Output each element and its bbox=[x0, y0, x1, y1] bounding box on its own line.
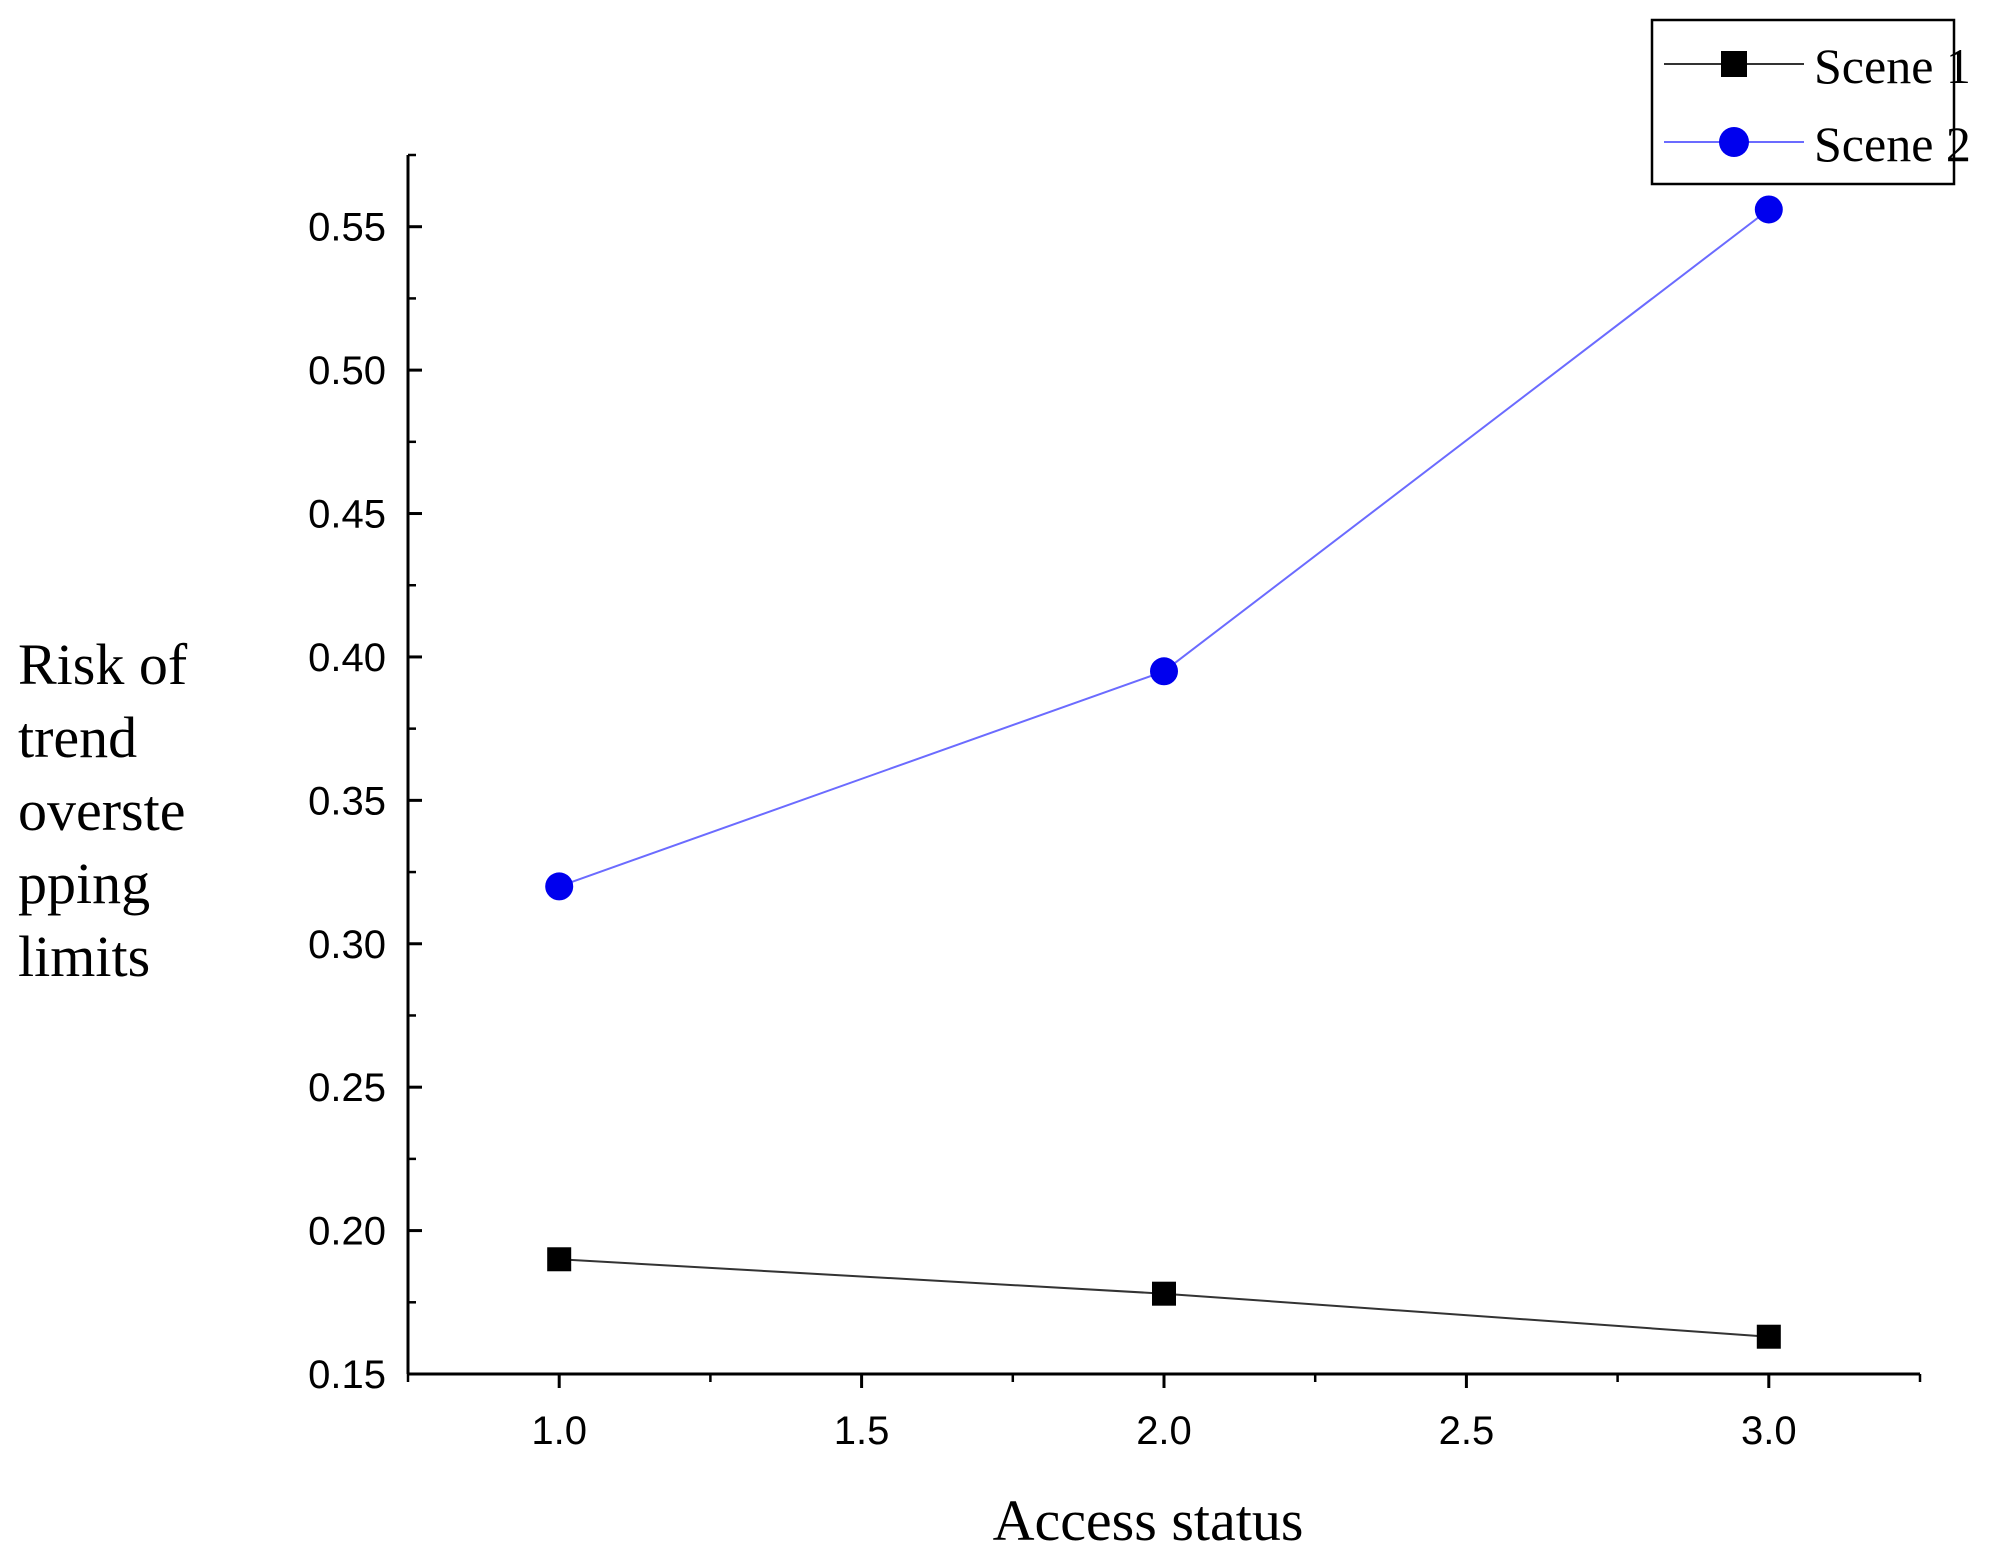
legend-label-scene-1: Scene 1 bbox=[1814, 38, 1971, 94]
y-tick-label: 0.15 bbox=[308, 1353, 386, 1397]
y-axis-title-line: pping bbox=[18, 851, 150, 916]
axes: 0.15 0.20 0.25 0.30 0.35 0.40 0.45 0.50 0.55 1.0… bbox=[308, 153, 1922, 1453]
y-axis-title-line: overste bbox=[18, 778, 186, 843]
data-point-scene-1 bbox=[1756, 1324, 1781, 1349]
y-axis-title: Risk of trend overste pping limits bbox=[18, 632, 188, 989]
x-axis-title: Access status bbox=[993, 1488, 1304, 1553]
data-point-scene-1 bbox=[1152, 1281, 1176, 1306]
series-scene-1 bbox=[547, 1247, 1781, 1349]
x-tick-label: 1.0 bbox=[531, 1409, 587, 1453]
x-ticks: 1.0 1.5 2.0 2.5 3.0 bbox=[406, 1374, 1922, 1453]
data-point-scene-2 bbox=[1150, 657, 1178, 686]
legend-entry-scene-1: Scene 1 bbox=[1664, 38, 1971, 94]
data-point-scene-1 bbox=[547, 1247, 572, 1272]
series-layer bbox=[545, 195, 1783, 1349]
y-tick-label: 0.30 bbox=[308, 923, 386, 967]
series-scene-2 bbox=[545, 195, 1783, 901]
y-tick-label: 0.40 bbox=[308, 636, 386, 680]
y-tick-label: 0.50 bbox=[308, 349, 386, 393]
y-tick-label: 0.25 bbox=[308, 1066, 386, 1110]
y-tick-label: 0.55 bbox=[308, 206, 386, 250]
series-line-scene-2 bbox=[558, 208, 1770, 888]
y-tick-label: 0.35 bbox=[308, 779, 386, 823]
y-ticks: 0.15 0.20 0.25 0.30 0.35 0.40 0.45 0.50 0.55 bbox=[308, 153, 422, 1397]
y-tick-label: 0.45 bbox=[308, 493, 386, 537]
legend-label-scene-2: Scene 2 bbox=[1814, 116, 1971, 172]
x-tick-label: 2.0 bbox=[1136, 1409, 1192, 1453]
x-tick-label: 3.0 bbox=[1741, 1409, 1797, 1453]
legend-entry-scene-2: Scene 2 bbox=[1664, 116, 1971, 172]
x-tick-label: 2.5 bbox=[1439, 1409, 1495, 1453]
y-axis-title-line: Risk of bbox=[18, 632, 188, 697]
data-point-scene-2 bbox=[545, 872, 574, 901]
legend-marker-scene-2 bbox=[1719, 127, 1749, 157]
data-point-scene-2 bbox=[1754, 195, 1783, 224]
legend-marker-scene-1 bbox=[1721, 51, 1747, 77]
y-tick-label: 0.20 bbox=[308, 1210, 386, 1254]
legend: Scene 1 Scene 2 bbox=[1650, 18, 1971, 186]
legend-box bbox=[1650, 18, 1956, 186]
x-tick-label: 1.5 bbox=[834, 1409, 890, 1453]
y-axis-title-line: limits bbox=[18, 924, 150, 989]
y-axis-title-line: trend bbox=[18, 705, 137, 770]
